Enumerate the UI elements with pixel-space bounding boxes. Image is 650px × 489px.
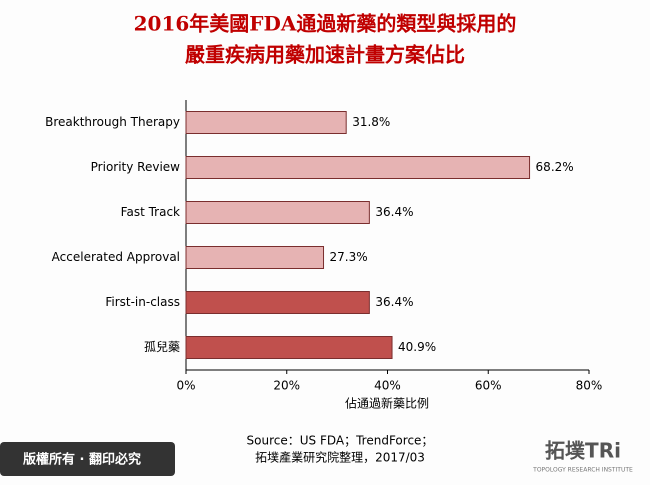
x-tick-label: 0%: [176, 379, 195, 393]
bar: [185, 156, 531, 179]
chart-title: 嚴重疾病用藥加速計畫方案佔比: [185, 43, 465, 67]
data-label: 36.4%: [375, 205, 413, 219]
bar: [185, 111, 347, 134]
y-tick-label: Fast Track: [121, 205, 180, 219]
y-tick-label: 孤兒藥: [144, 340, 180, 354]
data-label: 31.8%: [352, 115, 390, 129]
source: 拓墣產業研究院整理，2017/03: [255, 450, 425, 465]
data-label: 40.9%: [398, 340, 436, 354]
chart-title: 2016年美國FDA通過新藥的類型與採用的: [134, 12, 517, 36]
x-tick-label: 80%: [576, 379, 603, 393]
bar: [185, 336, 393, 359]
x-tick-label: 60%: [475, 379, 502, 393]
y-tick-label: Priority Review: [91, 160, 181, 174]
data-label: 68.2%: [536, 160, 574, 174]
logo: 拓墣TRi: [545, 439, 621, 463]
data-label: 36.4%: [375, 295, 413, 309]
x-tick-label: 40%: [374, 379, 401, 393]
y-tick-label: Breakthrough Therapy: [45, 115, 180, 129]
y-tick-label: Accelerated Approval: [52, 250, 180, 264]
bar: [185, 291, 370, 314]
footer-band: [0, 442, 175, 476]
y-tick-label: First-in-class: [105, 295, 180, 309]
bar: [185, 201, 370, 224]
copyright: 版權所有 · 翻印必究: [23, 452, 141, 468]
x-tick-label: 20%: [273, 379, 300, 393]
bar: [185, 246, 325, 269]
data-label: 27.3%: [330, 250, 368, 264]
x-axis-label: 佔通過新藥比例: [345, 396, 429, 411]
logo-sub: TOPOLOGY RESEARCH INSTITUTE: [532, 467, 633, 474]
source: Source：US FDA；TrendForce；: [247, 434, 434, 448]
